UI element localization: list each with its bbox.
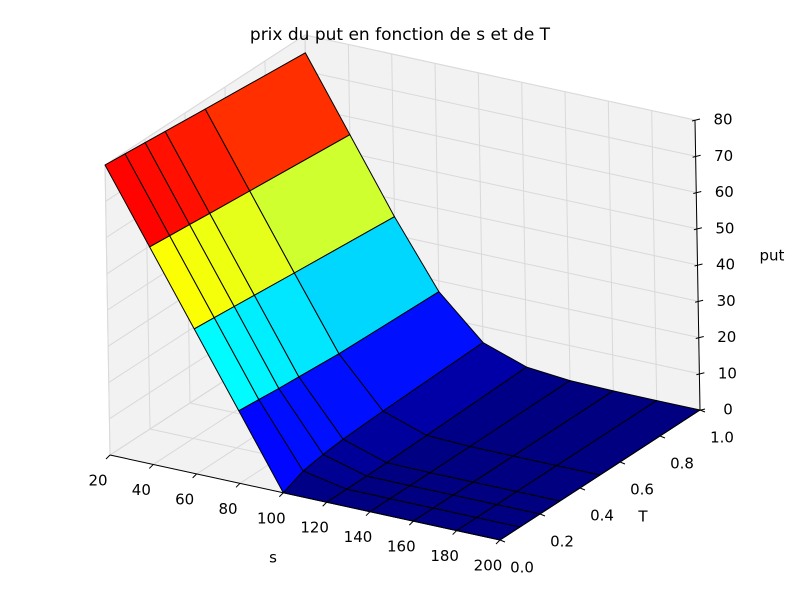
tick-mark (365, 511, 371, 517)
y-tick-label: 1.0 (710, 429, 734, 447)
z-tick-label: 30 (717, 292, 736, 310)
surface (104, 52, 701, 541)
x-tick-label: 40 (132, 481, 151, 499)
axis-line (109, 454, 501, 541)
x-tick-label: 200 (474, 557, 503, 575)
x-tick-label: 120 (300, 519, 329, 537)
z-tick-label: 80 (713, 111, 732, 129)
x-tick-label: 100 (257, 509, 286, 527)
tick-mark (278, 492, 284, 498)
tick-mark (105, 454, 111, 460)
tick-mark (619, 461, 626, 465)
grid-line (104, 34, 306, 166)
y-tick-label: 0.4 (590, 507, 614, 525)
x-tick-label: 60 (175, 490, 194, 508)
tick-mark (692, 154, 701, 158)
y-tick-label: 0.2 (550, 533, 574, 551)
y-axis-label: T (637, 508, 648, 526)
tick-mark (495, 539, 501, 545)
x-tick-label: 180 (430, 547, 459, 565)
tick-mark (408, 520, 414, 526)
z-tick-label: 50 (715, 219, 734, 237)
tick-mark (235, 482, 241, 488)
tick-mark (452, 530, 458, 535)
z-tick-label: 0 (723, 401, 733, 419)
tick-mark (148, 464, 154, 469)
tick-mark (695, 336, 704, 339)
tick-mark (693, 191, 702, 194)
z-tick-label: 40 (716, 256, 735, 274)
grid-line (304, 34, 696, 121)
z-tick-label: 60 (715, 183, 734, 201)
grid-line (306, 107, 697, 193)
tick-mark (693, 227, 702, 231)
tick-mark (691, 118, 701, 122)
tick-mark (696, 372, 705, 376)
z-tick-label: 70 (714, 147, 733, 165)
x-tick-label: 160 (387, 538, 416, 556)
x-axis-label: s (269, 549, 277, 567)
chart-title: prix du put en fonction de s et de T (250, 25, 551, 45)
tick-mark (694, 263, 703, 267)
axis-line (694, 119, 701, 411)
y-tick-label: 0.0 (510, 559, 534, 577)
tick-mark (499, 539, 506, 543)
tick-mark (539, 513, 546, 517)
y-tick-label: 0.6 (630, 481, 654, 499)
grid-line (305, 70, 696, 157)
tick-mark (192, 473, 198, 479)
tick-mark (695, 299, 704, 303)
z-axis-label: put (760, 247, 785, 265)
tick-mark (322, 501, 328, 507)
z-tick-label: 20 (717, 328, 736, 346)
tick-mark (659, 435, 666, 439)
x-tick-label: 80 (218, 500, 237, 518)
grid-line (306, 143, 698, 230)
x-tick-label: 20 (88, 472, 107, 490)
axis-line (499, 409, 701, 541)
z-tick-label: 10 (718, 364, 737, 382)
y-tick-label: 0.8 (670, 455, 694, 473)
x-tick-label: 140 (344, 528, 373, 546)
tick-mark (579, 487, 586, 491)
